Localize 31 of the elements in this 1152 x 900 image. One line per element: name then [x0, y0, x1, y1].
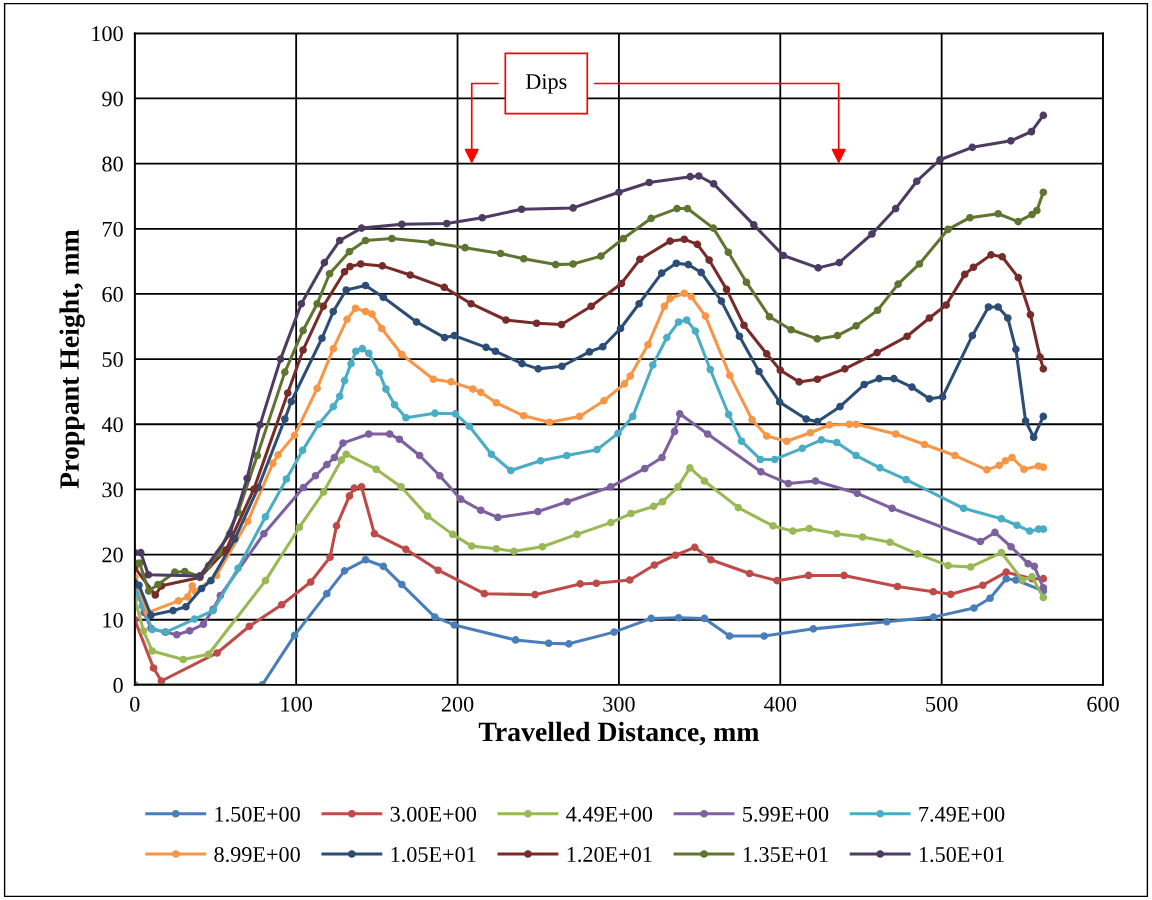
x-tick-label: 200: [441, 696, 474, 712]
x-tick-label: 300: [603, 696, 635, 712]
legend-label: 1.50E+01: [919, 846, 1004, 863]
legend-label: 1.50E+00: [215, 806, 300, 822]
legend-label: 3.00E+00: [390, 806, 476, 822]
y-tick-label: 60: [102, 286, 123, 302]
x-tick-label: 400: [764, 696, 797, 712]
legend-label: 5.99E+00: [743, 806, 829, 822]
legend-label: 4.49E+00: [566, 806, 653, 822]
y-tick-label: 20: [102, 547, 123, 563]
annotation: Dips: [525, 74, 567, 94]
y-tick-label: 30: [102, 482, 123, 498]
x-tick-label: 100: [281, 696, 312, 712]
legend-label: 7.49E+00: [919, 806, 1005, 822]
x-tick-label: 500: [926, 696, 958, 712]
x-tick-label: 0: [130, 696, 140, 712]
legend-label: 8.99E+00: [214, 846, 300, 863]
y-tick-label: 100: [92, 26, 123, 42]
x-axis-title: Travelled Distance, mm: [478, 721, 759, 746]
y-tick-label: 40: [101, 417, 123, 433]
y-tick-label: 50: [102, 352, 123, 368]
legend-label: 1.35E+01: [743, 846, 828, 863]
y-tick-label: 0: [113, 677, 123, 693]
legend-label: 1.05E+01: [391, 846, 476, 863]
y-tick-label: 90: [102, 91, 123, 107]
legend-label: 1.20E+01: [567, 846, 652, 863]
y-tick-label: 10: [103, 612, 123, 628]
y-axis-title: Proppant Height, mm: [59, 229, 85, 489]
x-tick-label: 600: [1087, 696, 1119, 712]
y-tick-label: 80: [102, 156, 123, 172]
y-tick-label: 70: [102, 221, 123, 237]
